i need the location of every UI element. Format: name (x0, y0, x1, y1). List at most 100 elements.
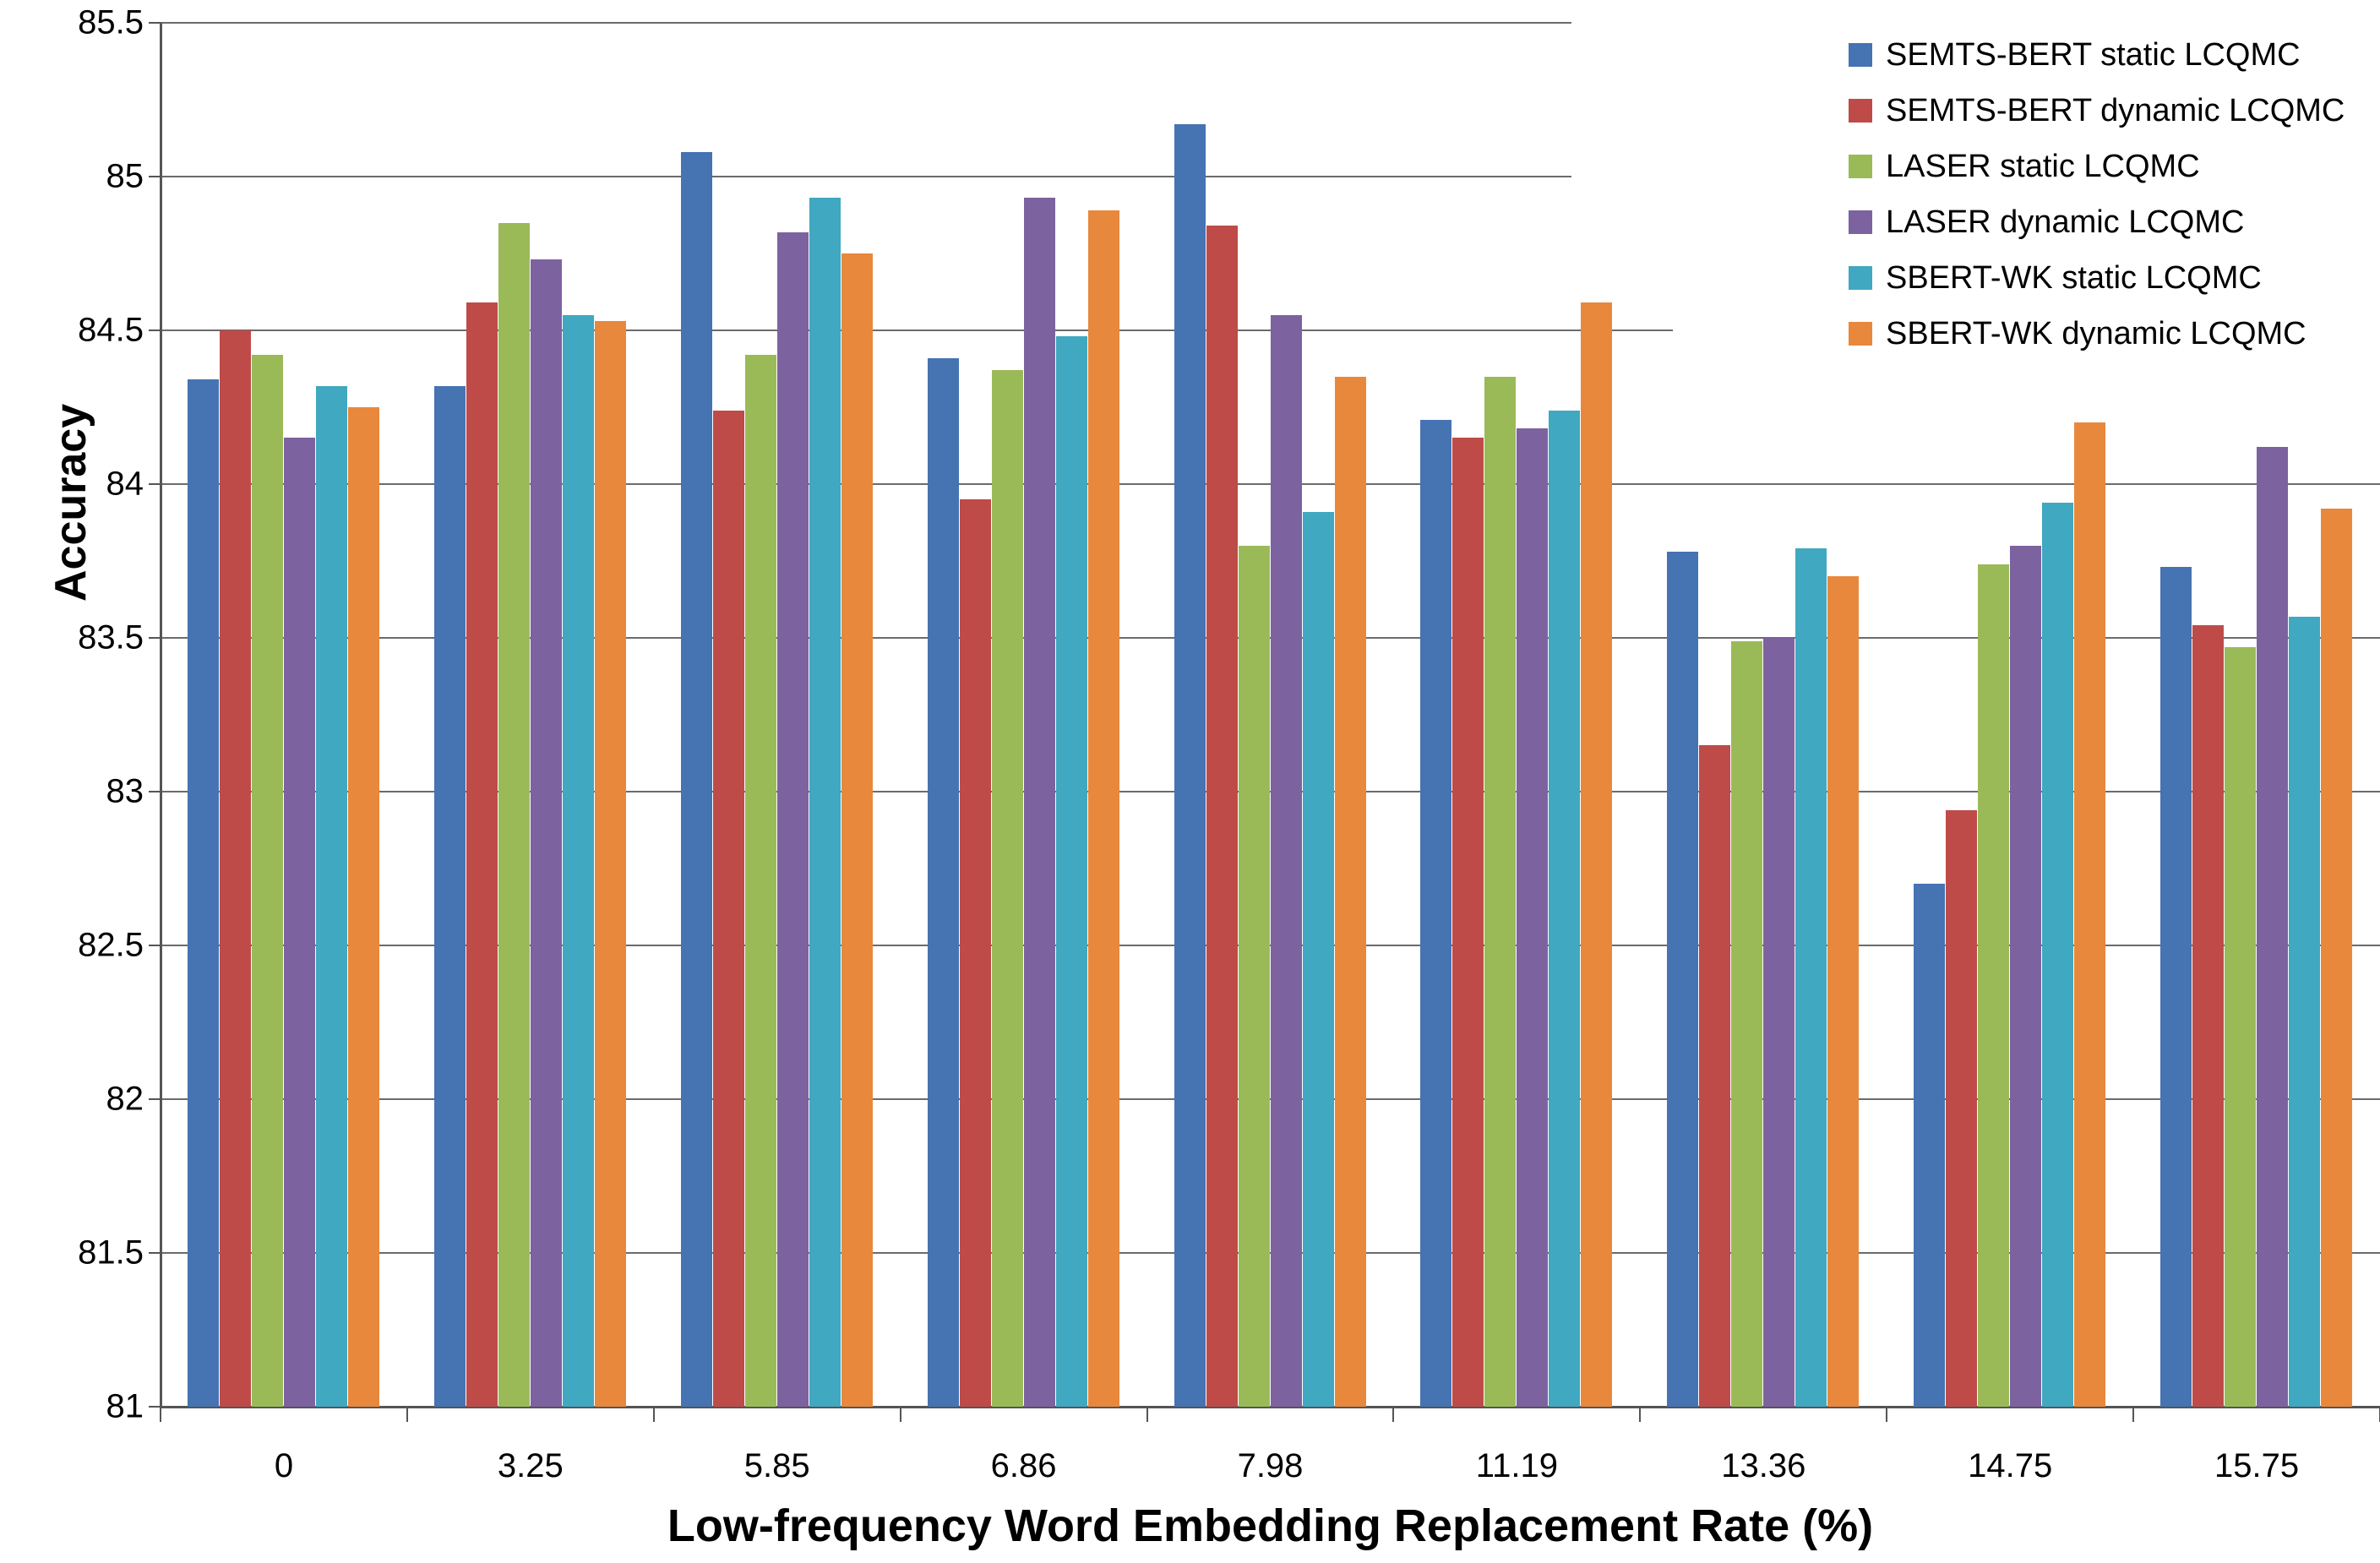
bar-semts-bert-dynamic-lcqmc-x7.98 (1206, 226, 1238, 1407)
legend-label: SBERT-WK dynamic LCQMC (1886, 315, 2306, 351)
legend-swatch-icon (1849, 155, 1872, 178)
y-tick-mark (149, 1098, 161, 1100)
bar-semts-bert-dynamic-lcqmc-x3.25 (466, 302, 498, 1407)
bar-semts-bert-dynamic-lcqmc-x13.36 (1699, 745, 1731, 1407)
y-tick-label: 84.5 (78, 311, 144, 349)
x-tick-mark (1146, 1407, 1148, 1422)
gridline (161, 329, 1673, 331)
bar-laser-static-lcqmc-x6.86 (991, 370, 1023, 1407)
legend-swatch-icon (1849, 266, 1872, 290)
x-tick-mark (899, 1407, 901, 1422)
bar-sbert-wk-dynamic-lcqmc-x11.19 (1581, 302, 1613, 1407)
y-tick-mark (149, 176, 161, 177)
bar-sbert-wk-static-lcqmc-x15.75 (2289, 616, 2321, 1407)
x-tick-label: 6.86 (990, 1447, 1057, 1484)
bar-semts-bert-dynamic-lcqmc-x6.86 (959, 499, 991, 1407)
x-axis-title: Low-frequency Word Embedding Replacement… (667, 1500, 1874, 1551)
bar-semts-bert-dynamic-lcqmc-x0 (219, 330, 251, 1407)
legend-item: SBERT-WK dynamic LCQMC (1849, 306, 2345, 362)
legend-item: LASER static LCQMC (1849, 139, 2345, 194)
bar-laser-dynamic-lcqmc-x0 (283, 438, 315, 1407)
x-tick-mark (406, 1407, 408, 1422)
bar-laser-static-lcqmc-x5.85 (744, 355, 776, 1407)
bar-semts-bert-static-lcqmc-x5.85 (680, 151, 712, 1407)
bar-sbert-wk-static-lcqmc-x3.25 (562, 314, 594, 1407)
x-tick-label: 15.75 (2214, 1447, 2300, 1484)
x-tick-mark (1639, 1407, 1642, 1422)
y-tick-mark (149, 483, 161, 485)
bar-laser-static-lcqmc-x0 (251, 355, 283, 1407)
bar-laser-static-lcqmc-x3.25 (498, 222, 530, 1407)
bar-semts-bert-static-lcqmc-x14.75 (1914, 884, 1946, 1407)
x-tick-label: 0 (274, 1447, 294, 1484)
x-tick-mark (1392, 1407, 1395, 1422)
bar-laser-dynamic-lcqmc-x14.75 (2010, 545, 2042, 1407)
bar-sbert-wk-dynamic-lcqmc-x6.86 (1087, 210, 1119, 1407)
bar-semts-bert-static-lcqmc-x13.36 (1667, 552, 1699, 1407)
y-tick-mark (149, 1252, 161, 1254)
bar-semts-bert-static-lcqmc-x7.98 (1174, 124, 1206, 1407)
bar-semts-bert-static-lcqmc-x6.86 (927, 357, 959, 1407)
bar-sbert-wk-dynamic-lcqmc-x0 (347, 407, 379, 1407)
legend-item: SBERT-WK static LCQMC (1849, 250, 2345, 306)
bar-laser-dynamic-lcqmc-x7.98 (1270, 314, 1302, 1407)
bar-sbert-wk-static-lcqmc-x13.36 (1795, 548, 1827, 1407)
y-tick-label: 82.5 (78, 926, 144, 964)
y-tick-mark (149, 637, 161, 639)
y-tick-label: 82 (106, 1080, 144, 1118)
bar-laser-static-lcqmc-x13.36 (1731, 640, 1763, 1407)
bar-sbert-wk-dynamic-lcqmc-x15.75 (2321, 509, 2353, 1407)
legend-label: LASER dynamic LCQMC (1886, 204, 2245, 240)
bar-laser-dynamic-lcqmc-x13.36 (1763, 638, 1795, 1407)
bar-laser-static-lcqmc-x15.75 (2225, 646, 2257, 1407)
bar-semts-bert-dynamic-lcqmc-x14.75 (1946, 809, 1978, 1407)
y-tick-label: 83.5 (78, 618, 144, 656)
bar-semts-bert-dynamic-lcqmc-x15.75 (2192, 625, 2225, 1407)
bar-laser-dynamic-lcqmc-x5.85 (776, 231, 809, 1407)
x-tick-label: 13.36 (1721, 1447, 1806, 1484)
legend-swatch-icon (1849, 99, 1872, 123)
y-tick-mark (149, 1406, 161, 1408)
x-tick-label: 7.98 (1237, 1447, 1304, 1484)
x-tick-label: 3.25 (497, 1447, 564, 1484)
bar-sbert-wk-dynamic-lcqmc-x13.36 (1827, 576, 1860, 1407)
bar-sbert-wk-dynamic-lcqmc-x3.25 (594, 321, 626, 1407)
x-tick-label: 11.19 (1475, 1447, 1558, 1484)
bar-semts-bert-dynamic-lcqmc-x5.85 (712, 410, 744, 1407)
bar-sbert-wk-static-lcqmc-x7.98 (1302, 511, 1334, 1407)
bar-sbert-wk-dynamic-lcqmc-x7.98 (1334, 376, 1366, 1407)
bar-laser-dynamic-lcqmc-x6.86 (1023, 198, 1055, 1407)
x-tick-mark (1886, 1407, 1888, 1422)
legend-label: LASER static LCQMC (1886, 148, 2200, 184)
legend-item: SEMTS-BERT dynamic LCQMC (1849, 83, 2345, 139)
legend-label: SEMTS-BERT dynamic LCQMC (1886, 92, 2345, 128)
bar-semts-bert-static-lcqmc-x15.75 (2160, 567, 2192, 1407)
x-tick-mark (160, 1407, 161, 1422)
bar-laser-dynamic-lcqmc-x11.19 (1517, 428, 1549, 1407)
bar-semts-bert-static-lcqmc-x0 (187, 379, 219, 1407)
y-tick-label: 81.5 (78, 1234, 144, 1272)
legend-label: SEMTS-BERT static LCQMC (1886, 36, 2301, 73)
legend: SEMTS-BERT static LCQMC SEMTS-BERT dynami… (1849, 27, 2345, 362)
gridline (161, 176, 1571, 177)
legend-label: SBERT-WK static LCQMC (1886, 259, 2262, 296)
y-tick-label: 84 (106, 465, 144, 503)
bar-sbert-wk-static-lcqmc-x0 (315, 385, 347, 1407)
legend-swatch-icon (1849, 210, 1872, 234)
bar-sbert-wk-static-lcqmc-x11.19 (1549, 410, 1581, 1407)
bar-laser-static-lcqmc-x14.75 (1978, 564, 2010, 1407)
bar-laser-static-lcqmc-x11.19 (1484, 376, 1517, 1407)
y-tick-mark (149, 22, 161, 24)
bar-sbert-wk-static-lcqmc-x5.85 (809, 198, 841, 1407)
bar-sbert-wk-dynamic-lcqmc-x14.75 (2074, 422, 2106, 1407)
bar-laser-static-lcqmc-x7.98 (1238, 545, 1270, 1407)
x-tick-mark (2132, 1407, 2135, 1422)
legend-swatch-icon (1849, 322, 1872, 346)
y-tick-mark (149, 945, 161, 946)
bar-sbert-wk-static-lcqmc-x14.75 (2042, 502, 2074, 1407)
y-tick-label: 83 (106, 772, 144, 810)
x-tick-mark (652, 1407, 655, 1422)
bar-semts-bert-static-lcqmc-x11.19 (1420, 419, 1452, 1407)
bar-semts-bert-static-lcqmc-x3.25 (433, 385, 466, 1407)
